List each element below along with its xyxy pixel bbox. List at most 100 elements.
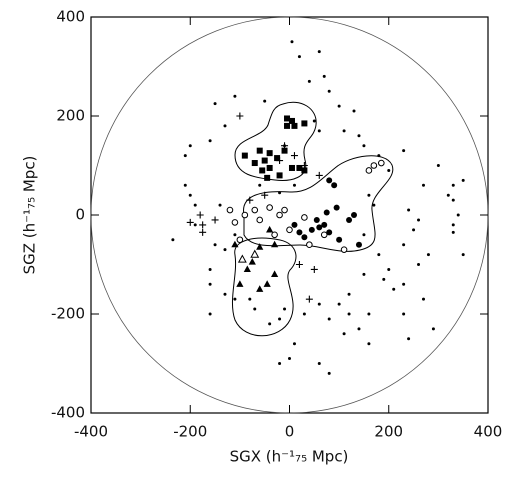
y-tick-label: 400 (56, 8, 85, 26)
point (281, 206, 288, 214)
point (223, 292, 227, 296)
point (313, 216, 320, 223)
point (407, 208, 411, 212)
point (251, 206, 259, 214)
point (451, 223, 455, 227)
point (208, 267, 212, 271)
point (223, 124, 227, 128)
x-tick-label: -200 (173, 423, 207, 441)
point (300, 162, 308, 169)
point (301, 120, 308, 127)
point (295, 261, 303, 268)
point (417, 218, 421, 222)
point (426, 253, 430, 257)
point (370, 162, 378, 169)
point (323, 209, 330, 216)
y-tick-label: 200 (56, 107, 85, 125)
point (372, 203, 376, 207)
point (256, 216, 264, 224)
point (377, 154, 381, 158)
point (352, 109, 356, 113)
point (326, 229, 333, 236)
point (258, 183, 262, 187)
point (367, 193, 371, 197)
point (253, 307, 257, 311)
point (261, 157, 268, 164)
point (291, 122, 298, 129)
point (362, 233, 366, 237)
point (310, 265, 318, 273)
x-tick-label: -400 (74, 423, 108, 441)
point (321, 221, 328, 228)
point (326, 177, 333, 184)
point (327, 89, 331, 93)
point (283, 307, 287, 311)
point (407, 337, 411, 341)
point (196, 211, 204, 219)
point (284, 115, 291, 122)
point (271, 231, 278, 239)
point (296, 164, 303, 171)
point (208, 139, 212, 143)
point (337, 104, 341, 108)
point (317, 302, 321, 306)
point (243, 265, 251, 273)
point (456, 213, 460, 217)
point (266, 225, 274, 233)
point (378, 159, 385, 167)
point (248, 258, 256, 265)
point (412, 228, 416, 232)
point (451, 183, 455, 187)
point (461, 178, 465, 182)
point (241, 152, 248, 159)
point (281, 142, 289, 150)
point (461, 253, 465, 257)
point (317, 362, 321, 365)
point (307, 79, 311, 83)
boundary-circle (90, 16, 489, 414)
point (362, 272, 366, 276)
point (290, 40, 294, 44)
point (223, 248, 227, 252)
point (327, 317, 331, 321)
point (357, 327, 361, 331)
point (357, 134, 361, 138)
point (387, 267, 391, 271)
point (382, 277, 386, 281)
point (199, 221, 207, 229)
point (266, 164, 273, 171)
point (264, 174, 271, 181)
point (292, 342, 296, 346)
point (237, 254, 247, 263)
point (208, 282, 212, 286)
point (347, 312, 351, 316)
point (276, 211, 283, 219)
point (291, 221, 298, 228)
plot-frame (90, 16, 489, 414)
point (402, 149, 406, 153)
point (231, 240, 239, 248)
point (333, 204, 340, 211)
x-tick-label: 200 (374, 423, 403, 441)
point (276, 157, 284, 165)
point (259, 167, 266, 174)
contour (234, 101, 317, 181)
point (451, 198, 455, 202)
point (263, 99, 267, 103)
point (233, 297, 237, 301)
point (226, 206, 234, 214)
point (274, 155, 281, 162)
point (278, 191, 282, 195)
point (327, 371, 331, 375)
point (199, 228, 207, 236)
point (322, 74, 326, 78)
point (250, 249, 260, 258)
point (317, 129, 321, 133)
point (211, 216, 219, 224)
point (315, 171, 323, 179)
point (288, 357, 291, 361)
point (284, 122, 291, 129)
point (188, 144, 192, 148)
point (276, 172, 283, 179)
